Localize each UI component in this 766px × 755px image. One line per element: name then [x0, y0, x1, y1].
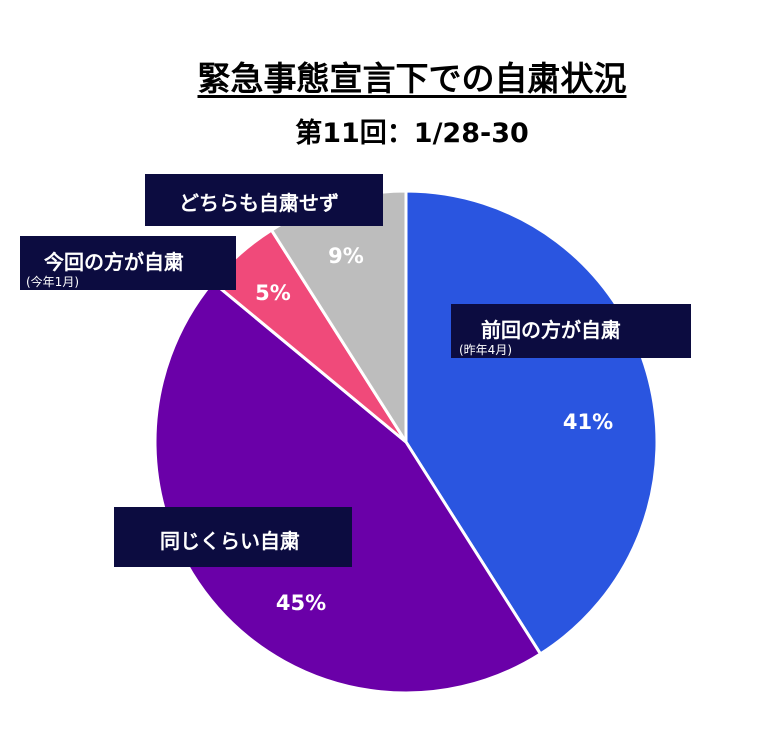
label-box-neither: どちらも自粛せず	[145, 174, 383, 226]
slice-label-current: 今回の方が自粛	[44, 250, 184, 274]
label-box-same: 同じくらい自粛	[114, 507, 352, 567]
pie-slice-same	[153, 280, 542, 695]
slice-value-current: 5%	[255, 281, 291, 305]
slice-label-neither: どちらも自粛せず	[179, 191, 339, 215]
slice-value-same: 45%	[275, 591, 327, 615]
slice-sublabel-current: (今年1月)	[26, 275, 79, 289]
chart-subtitle: 第11回：1/28-30	[295, 118, 529, 149]
chart-title: 緊急事態宣言下での自粛状況	[0, 52, 766, 100]
chart-title-text: 緊急事態宣言下での自粛状況	[197, 59, 627, 98]
label-box-current: 今回の方が自粛 (今年1月)	[20, 236, 236, 290]
label-box-previous: 前回の方が自粛 (昨年4月)	[451, 304, 691, 358]
slice-value-neither: 9%	[328, 244, 364, 268]
slice-value-previous: 41%	[562, 410, 614, 434]
slice-sublabel-previous: (昨年4月)	[459, 343, 512, 357]
slice-label-same: 同じくらい自粛	[160, 529, 300, 553]
slice-label-previous: 前回の方が自粛	[481, 318, 621, 342]
